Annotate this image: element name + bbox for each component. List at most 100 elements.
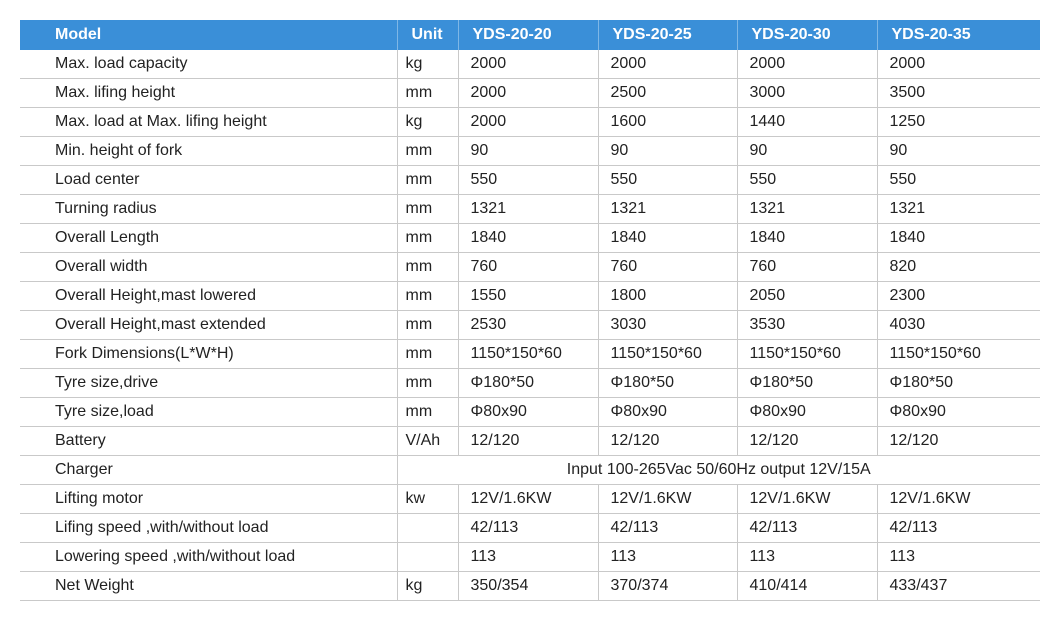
value-cell: 2300 bbox=[877, 281, 1040, 311]
unit-cell: mm bbox=[397, 310, 459, 340]
value-cell: Φ80x90 bbox=[737, 397, 878, 427]
table-row: Tyre size,drive mm Φ180*50 Φ180*50 Φ180*50 Φ1… bbox=[20, 368, 1040, 398]
row-label: Lowering speed ,with/without load bbox=[20, 542, 398, 572]
row-label: Overall Length bbox=[20, 223, 398, 253]
row-label: Max. load at Max. lifing height bbox=[20, 107, 398, 137]
value-cell: 42/113 bbox=[877, 513, 1040, 543]
table-row: Lowering speed ,with/without load 113 113 1… bbox=[20, 542, 1040, 572]
value-cell: 113 bbox=[458, 542, 599, 572]
table-row: Net Weight kg 350/354 370/374 410/414 433/437 bbox=[20, 571, 1040, 601]
unit-cell: kw bbox=[397, 484, 459, 514]
unit-cell: mm bbox=[397, 397, 459, 427]
value-cell: 2000 bbox=[458, 78, 599, 108]
value-cell: Φ180*50 bbox=[598, 368, 738, 398]
value-cell: 2000 bbox=[737, 50, 878, 79]
value-cell: Φ180*50 bbox=[877, 368, 1040, 398]
table-row: Load center mm 550 550 550 550 bbox=[20, 165, 1040, 195]
header-cell: YDS-20-25 bbox=[598, 20, 738, 50]
table-row: Turning radius mm 1321 1321 1321 1321 bbox=[20, 194, 1040, 224]
value-cell: 3000 bbox=[737, 78, 878, 108]
value-cell: 1250 bbox=[877, 107, 1040, 137]
unit-cell bbox=[397, 513, 459, 543]
unit-cell: kg bbox=[397, 50, 459, 79]
value-cell: 12V/1.6KW bbox=[598, 484, 738, 514]
row-label: Lifting motor bbox=[20, 484, 398, 514]
value-cell: Φ180*50 bbox=[737, 368, 878, 398]
row-label: Overall Height,mast extended bbox=[20, 310, 398, 340]
row-label: Min. height of fork bbox=[20, 136, 398, 166]
value-cell: 90 bbox=[598, 136, 738, 166]
value-cell: 1321 bbox=[458, 194, 599, 224]
value-cell: 760 bbox=[458, 252, 599, 282]
row-label: Turning radius bbox=[20, 194, 398, 224]
value-cell: 1840 bbox=[598, 223, 738, 253]
unit-cell bbox=[397, 542, 459, 572]
row-label: Max. load capacity bbox=[20, 50, 398, 79]
table-row: Overall Height,mast extended mm 2530 3030 35… bbox=[20, 310, 1040, 340]
value-cell: Φ180*50 bbox=[458, 368, 599, 398]
value-cell: 350/354 bbox=[458, 571, 599, 601]
value-cell: 550 bbox=[737, 165, 878, 195]
value-cell: Φ80x90 bbox=[877, 397, 1040, 427]
value-cell: 113 bbox=[598, 542, 738, 572]
merged-cell: Input 100-265Vac 50/60Hz output 12V/15A bbox=[397, 455, 1040, 485]
value-cell: 1840 bbox=[737, 223, 878, 253]
value-cell: 1440 bbox=[737, 107, 878, 137]
value-cell: Φ80x90 bbox=[458, 397, 599, 427]
unit-cell: V/Ah bbox=[397, 426, 459, 456]
value-cell: 2530 bbox=[458, 310, 599, 340]
header-cell: YDS-20-30 bbox=[737, 20, 878, 50]
value-cell: 1800 bbox=[598, 281, 738, 311]
table-row: Min. height of fork mm 90 90 90 90 bbox=[20, 136, 1040, 166]
value-cell: 4030 bbox=[877, 310, 1040, 340]
value-cell: 90 bbox=[458, 136, 599, 166]
unit-cell: mm bbox=[397, 194, 459, 224]
value-cell: Φ80x90 bbox=[598, 397, 738, 427]
value-cell: 1321 bbox=[598, 194, 738, 224]
value-cell: 410/414 bbox=[737, 571, 878, 601]
table-row: Overall Height,mast lowered mm 1550 1800 205… bbox=[20, 281, 1040, 311]
value-cell: 3500 bbox=[877, 78, 1040, 108]
row-label: Overall Height,mast lowered bbox=[20, 281, 398, 311]
value-cell: 2000 bbox=[458, 107, 599, 137]
value-cell: 550 bbox=[877, 165, 1040, 195]
unit-cell: mm bbox=[397, 368, 459, 398]
unit-cell: mm bbox=[397, 281, 459, 311]
unit-cell: mm bbox=[397, 78, 459, 108]
unit-cell: kg bbox=[397, 571, 459, 601]
header-cell: Model bbox=[20, 20, 398, 50]
value-cell: 2050 bbox=[737, 281, 878, 311]
row-label: Battery bbox=[20, 426, 398, 456]
unit-cell: mm bbox=[397, 252, 459, 282]
table-row: Overall width mm 760 760 760 820 bbox=[20, 252, 1040, 282]
value-cell: 12/120 bbox=[458, 426, 599, 456]
value-cell: 1150*150*60 bbox=[877, 339, 1040, 369]
value-cell: 820 bbox=[877, 252, 1040, 282]
value-cell: 2000 bbox=[877, 50, 1040, 79]
table-row: Fork Dimensions(L*W*H) mm 1150*150*60 1150*… bbox=[20, 339, 1040, 369]
spec-table: Model Unit YDS-20-20 YDS-20-25 YDS-20-30 YDS-… bbox=[20, 20, 1040, 601]
value-cell: 12V/1.6KW bbox=[877, 484, 1040, 514]
value-cell: 12/120 bbox=[598, 426, 738, 456]
value-cell: 3530 bbox=[737, 310, 878, 340]
value-cell: 1150*150*60 bbox=[458, 339, 599, 369]
value-cell: 2000 bbox=[598, 50, 738, 79]
table-row: Max. lifing height mm 2000 2500 3000 3500 bbox=[20, 78, 1040, 108]
value-cell: 2500 bbox=[598, 78, 738, 108]
unit-cell: mm bbox=[397, 223, 459, 253]
row-label: Tyre size,drive bbox=[20, 368, 398, 398]
value-cell: 1321 bbox=[877, 194, 1040, 224]
value-cell: 1321 bbox=[737, 194, 878, 224]
row-label: Net Weight bbox=[20, 571, 398, 601]
value-cell: 42/113 bbox=[598, 513, 738, 543]
table-body: Max. load capacity kg 2000 2000 2000 2000 Max.… bbox=[20, 50, 1040, 601]
row-label: Overall width bbox=[20, 252, 398, 282]
value-cell: 12V/1.6KW bbox=[458, 484, 599, 514]
value-cell: 1600 bbox=[598, 107, 738, 137]
value-cell: 1550 bbox=[458, 281, 599, 311]
unit-cell: mm bbox=[397, 165, 459, 195]
value-cell: 550 bbox=[598, 165, 738, 195]
row-label: Fork Dimensions(L*W*H) bbox=[20, 339, 398, 369]
row-label: Lifing speed ,with/without load bbox=[20, 513, 398, 543]
